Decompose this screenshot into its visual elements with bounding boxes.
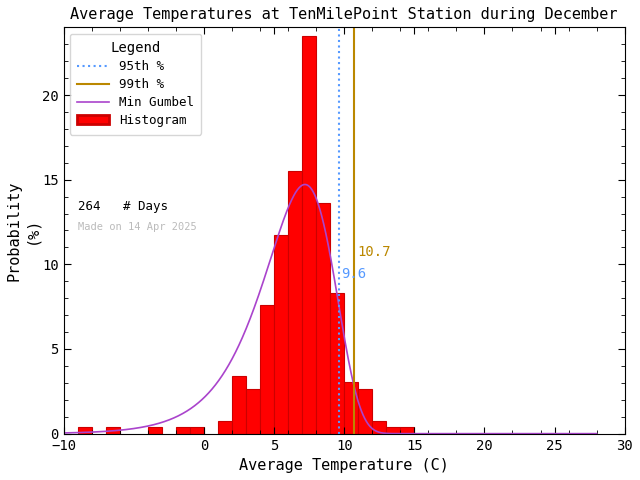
Bar xyxy=(218,421,232,433)
Bar xyxy=(330,293,344,433)
X-axis label: Average Temperature (C): Average Temperature (C) xyxy=(239,458,449,473)
Legend: 95th %, 99th %, Min Gumbel, Histogram: 95th %, 99th %, Min Gumbel, Histogram xyxy=(70,34,201,134)
Bar xyxy=(232,376,246,433)
Bar xyxy=(358,389,372,433)
Text: 264   # Days: 264 # Days xyxy=(77,200,168,213)
Bar xyxy=(316,203,330,433)
Bar xyxy=(288,171,302,433)
Bar xyxy=(274,235,288,433)
Bar xyxy=(246,389,260,433)
Bar xyxy=(260,305,274,433)
Bar xyxy=(148,427,162,433)
Bar xyxy=(302,36,316,433)
Text: Made on 14 Apr 2025: Made on 14 Apr 2025 xyxy=(77,222,196,232)
Y-axis label: Probability
(%): Probability (%) xyxy=(7,180,39,281)
Text: 9.6: 9.6 xyxy=(341,267,367,281)
Bar xyxy=(106,427,120,433)
Bar xyxy=(344,383,358,433)
Bar xyxy=(190,427,204,433)
Bar xyxy=(400,427,414,433)
Text: 10.7: 10.7 xyxy=(357,245,390,259)
Title: Average Temperatures at TenMilePoint Station during December: Average Temperatures at TenMilePoint Sta… xyxy=(70,7,618,22)
Bar xyxy=(387,427,400,433)
Bar xyxy=(77,427,92,433)
Bar xyxy=(176,427,190,433)
Bar xyxy=(372,421,387,433)
